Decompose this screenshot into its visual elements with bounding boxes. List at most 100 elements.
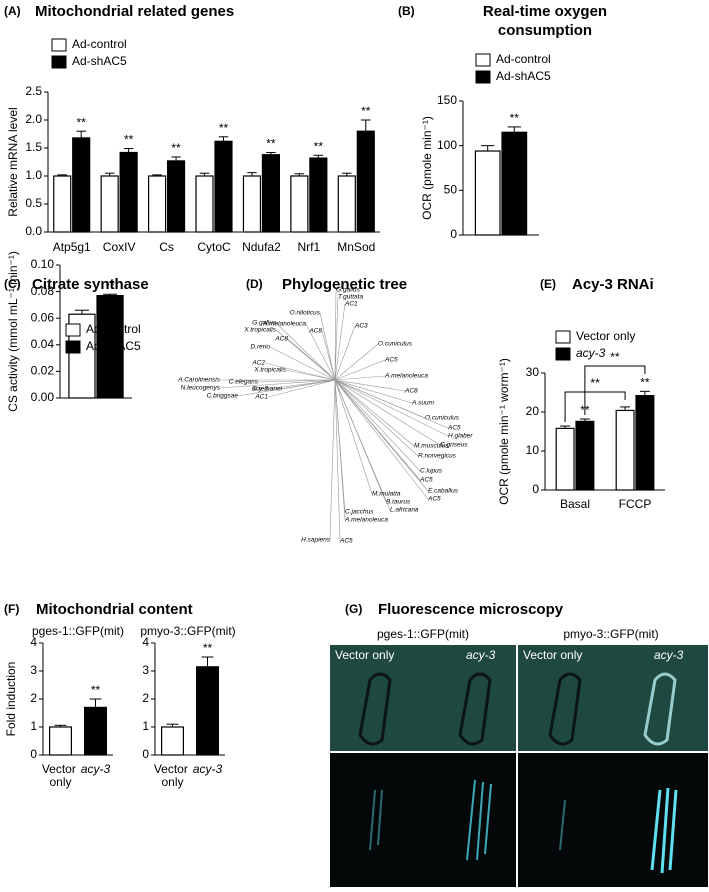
branch — [334, 359, 386, 381]
bar — [148, 175, 167, 233]
y-tick-label: 4 — [30, 635, 37, 649]
panel-label: (G) — [345, 602, 362, 616]
y-tick-label: 1 — [142, 719, 149, 733]
legend-swatch — [51, 38, 67, 52]
bar — [166, 160, 186, 233]
x-tick-label: Nrf1 — [298, 240, 321, 254]
bar — [195, 175, 214, 233]
significance: ** — [640, 376, 650, 390]
branch — [334, 296, 339, 381]
leaf-label: AC5 — [419, 477, 433, 484]
branch — [329, 379, 336, 541]
branch — [305, 323, 336, 381]
image-bottom — [330, 753, 708, 887]
bar — [72, 137, 91, 233]
y-tick-label: 0 — [450, 227, 457, 241]
panel-label: (C) — [4, 277, 21, 291]
branch — [267, 379, 336, 398]
bar — [309, 157, 328, 233]
y-axis-label: OCR (pmole min⁻¹) — [420, 116, 434, 220]
bar — [555, 427, 575, 491]
y-tick-label: 2.5 — [25, 84, 42, 98]
panel-label: (F) — [4, 602, 19, 616]
y-tick-label: 0.10 — [31, 257, 55, 271]
chart-title: pges-1::GFP(mit) — [32, 624, 124, 638]
leaf-label: AC1 — [344, 301, 358, 308]
legend-swatch — [555, 330, 571, 344]
image-label: acy-3 — [654, 648, 684, 662]
leaf-label: C.griseus — [440, 442, 468, 449]
branch — [334, 289, 337, 381]
x-tick-line: Vector — [154, 762, 191, 776]
leaf-label: C.elegans — [229, 379, 259, 386]
branch — [334, 379, 413, 404]
legend-swatch — [51, 55, 67, 69]
y-axis-label: OCR (pmole min⁻¹ worm⁻¹) — [497, 358, 511, 505]
leaf-label: T.guttata — [338, 294, 363, 301]
y-tick-label: 10 — [526, 443, 540, 457]
leaf-label: O.cuniculus — [425, 415, 460, 422]
leaf-label: X.tropicalis — [253, 367, 287, 374]
y-tick-label: 0.02 — [31, 364, 55, 378]
bar — [48, 726, 72, 756]
leaf-label: C.remanei — [252, 386, 283, 393]
x-tick-label: Vector only — [42, 762, 79, 789]
y-tick-label: 0 — [142, 747, 149, 761]
bar — [615, 409, 635, 491]
image-label: Vector only — [523, 648, 582, 662]
column-label: pges-1::GFP(mit) — [377, 627, 469, 641]
leaf-label: L.africana — [390, 507, 419, 514]
y-tick-label: 30 — [526, 365, 540, 379]
leaf-label: A.melanoleuca — [384, 373, 428, 380]
y-tick-label: 50 — [444, 183, 458, 197]
y-tick-label: 100 — [437, 138, 457, 152]
leaf-label: C.jacchus — [345, 509, 374, 516]
branch — [264, 362, 336, 381]
branch — [281, 379, 336, 390]
significance: ** — [77, 115, 87, 129]
x-tick-label: MnSod — [337, 240, 375, 254]
branch — [285, 369, 336, 381]
bar — [96, 294, 124, 399]
leaf-label: N.leucogenys — [181, 385, 221, 392]
y-tick-label: 1 — [30, 719, 37, 733]
leaf-label: C.briggsae — [207, 393, 239, 400]
legend-swatch — [475, 70, 491, 84]
x-tick-label: Ndufa2 — [242, 240, 281, 254]
branch — [334, 379, 406, 392]
bar — [290, 175, 309, 233]
leaf-label: G.gallus — [252, 320, 277, 327]
branch — [334, 303, 346, 381]
branch — [334, 379, 429, 492]
branch — [334, 379, 373, 495]
bracket — [584, 365, 646, 416]
microscopy-images — [330, 645, 708, 887]
branch — [257, 379, 336, 383]
y-tick-label: 0 — [30, 747, 37, 761]
leaf-label: AC5 — [339, 538, 353, 545]
leaf-label: A.Carolinensis — [177, 377, 221, 384]
bar — [242, 175, 262, 233]
legend-label: Vector only — [576, 329, 635, 343]
legend-swatch — [65, 323, 81, 337]
bar — [474, 150, 501, 236]
significance: ** — [203, 641, 213, 655]
leaf-label: acy-3 — [252, 386, 268, 393]
bar — [575, 420, 595, 491]
significance: ** — [105, 278, 115, 292]
branch — [219, 379, 336, 389]
image-label: acy-3 — [466, 648, 496, 662]
leaf-label: X.tropicalis — [243, 327, 277, 334]
x-tick-label: Basal — [560, 497, 590, 511]
branch — [334, 379, 341, 542]
x-tick-label: CytoC — [197, 240, 231, 254]
leaf-label: AC2 — [251, 360, 265, 367]
legend-swatch — [475, 53, 491, 67]
legend-swatch — [555, 347, 571, 361]
leaf-label: AC8 — [274, 336, 288, 343]
worms-bottom — [369, 779, 678, 874]
bar — [196, 666, 220, 756]
panel-label: (E) — [540, 277, 556, 291]
chart-title: Real-time oxygen — [483, 3, 607, 20]
leaf-label: O.niloticus — [290, 310, 321, 317]
